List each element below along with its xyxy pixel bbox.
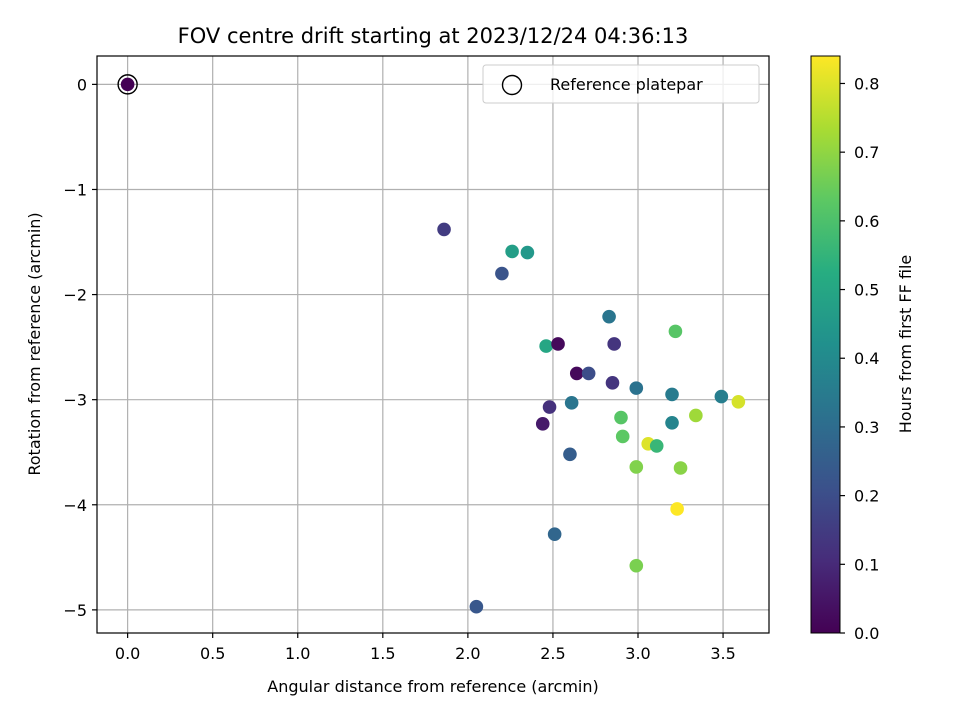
y-tick-label: −1	[63, 180, 87, 199]
data-point	[551, 337, 565, 351]
data-point	[607, 337, 621, 351]
data-point	[629, 460, 644, 474]
reference-platepar-marker	[117, 74, 138, 95]
data-point	[505, 244, 519, 259]
colorbar-tick-label: 0.0	[854, 624, 879, 643]
colorbar-tick-label: 0.5	[854, 281, 879, 300]
legend-marker-reference	[501, 74, 523, 96]
data-point	[539, 339, 553, 353]
data-point	[614, 410, 628, 425]
chart-title: FOV centre drift starting at 2023/12/24 …	[178, 24, 689, 48]
data-point	[520, 245, 535, 260]
x-tick-label: 1.5	[370, 644, 395, 663]
x-tick-label: 0.0	[115, 644, 140, 663]
data-point	[665, 387, 679, 402]
data-point	[668, 324, 683, 339]
data-point	[581, 366, 596, 381]
data-point	[629, 381, 644, 395]
data-point	[469, 599, 484, 614]
data-point	[547, 527, 562, 542]
colorbar-gradient	[810, 55, 841, 634]
colorbar-tick-label: 0.6	[854, 212, 879, 231]
data-point	[535, 417, 550, 431]
data-point	[605, 376, 620, 390]
data-point	[665, 415, 679, 430]
colorbar-tick-label: 0.8	[854, 74, 879, 93]
legend-label-reference: Reference platepar	[550, 75, 703, 94]
y-tick-label: −5	[63, 601, 87, 620]
data-point	[437, 222, 451, 237]
data-point	[714, 389, 729, 404]
x-axis-label: Angular distance from reference (arcmin)	[267, 677, 598, 696]
legend: Reference platepar	[482, 64, 760, 104]
data-point	[495, 266, 509, 281]
colorbar-label: Hours from first FF file	[896, 255, 915, 434]
x-axis-ticks: 0.0 0.5 1.0 1.5 2.0 2.5 3.0 3.5	[115, 633, 736, 663]
data-point	[120, 77, 135, 92]
y-tick-label: −2	[63, 286, 87, 305]
x-tick-label: 2.0	[455, 644, 480, 663]
colorbar-tick-label: 0.2	[854, 487, 879, 506]
data-point	[629, 558, 644, 573]
data-points	[117, 74, 746, 614]
data-point	[673, 461, 688, 475]
colorbar: 0.0 0.1 0.2 0.3 0.4 0.5 0.6 0.7 0.8 Hours from f…	[810, 55, 915, 643]
data-point	[564, 396, 579, 410]
data-point	[615, 429, 630, 444]
grid-layer	[97, 56, 769, 633]
data-point	[563, 447, 577, 462]
data-point	[649, 439, 664, 453]
x-tick-label: 1.0	[285, 644, 310, 663]
colorbar-tick-label: 0.4	[854, 349, 879, 368]
y-tick-label: −3	[63, 391, 87, 410]
y-axis-ticks: 0 −1 −2 −3 −4 −5	[63, 75, 97, 620]
data-point	[670, 502, 684, 516]
data-point	[602, 309, 616, 324]
x-tick-label: 0.5	[200, 644, 225, 663]
x-tick-label: 3.5	[710, 644, 735, 663]
y-axis-label: Rotation from reference (arcmin)	[25, 212, 44, 475]
data-point	[569, 366, 584, 381]
colorbar-ticks: 0.0 0.1 0.2 0.3 0.4 0.5 0.6 0.7 0.8	[840, 74, 879, 643]
colorbar-tick-label: 0.3	[854, 418, 879, 437]
legend-box	[482, 64, 760, 104]
colorbar-tick-label: 0.1	[854, 555, 879, 574]
data-point	[731, 394, 746, 409]
plot-frame	[96, 55, 770, 634]
y-tick-label: −4	[63, 496, 87, 515]
data-point	[542, 400, 557, 414]
y-tick-label: 0	[77, 75, 87, 94]
colorbar-tick-label: 0.7	[854, 143, 879, 162]
x-tick-label: 2.5	[540, 644, 565, 663]
x-tick-label: 3.0	[625, 644, 650, 663]
data-point	[689, 408, 703, 423]
